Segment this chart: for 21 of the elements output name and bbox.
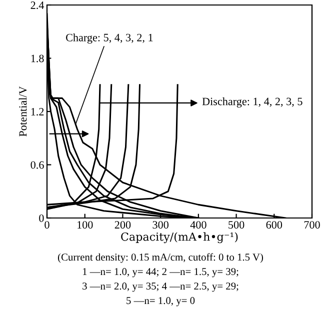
x-tick-label: 300 [152, 221, 168, 229]
x-tick-label: 0 [44, 221, 50, 229]
x-tick-label: 200 [114, 221, 131, 229]
x-tick-label: 400 [190, 221, 206, 229]
text: 3 —n= 2.0, y= 35; 4 —n= 2.5, y= 29; [82, 282, 238, 292]
text: 5 —n= 1.0, y= 0 [126, 297, 195, 306]
y-tick-label: 0 [39, 214, 44, 222]
text: (Current density: 0.15 mA/cm, cutoff: 0 to 1.5 V) [58, 253, 263, 263]
y-tick-label: 2.4 [30, 1, 44, 10]
y-axis-title: Potential/V [18, 86, 27, 136]
x-axis-title: Capacity/(mA•h•g⁻¹) [121, 232, 238, 244]
y-tick-label: 0.6 [30, 161, 44, 169]
x-tick-label: 600 [266, 221, 282, 229]
y-tick-label: 1.8 [31, 54, 44, 62]
annotation: Discharge: 1, 4, 2, 3, 5 [202, 97, 302, 108]
x-tick-label: 700 [304, 221, 320, 229]
annotation: Charge: 5, 4, 3, 2, 1 [66, 34, 153, 44]
x-tick-label: 500 [228, 221, 244, 229]
y-tick-label: 1.2 [31, 108, 44, 116]
text: 1 —n= 1.0, y= 44; 2 —n= 1.5, y= 39; [82, 268, 238, 278]
x-tick-label: 100 [78, 221, 93, 229]
